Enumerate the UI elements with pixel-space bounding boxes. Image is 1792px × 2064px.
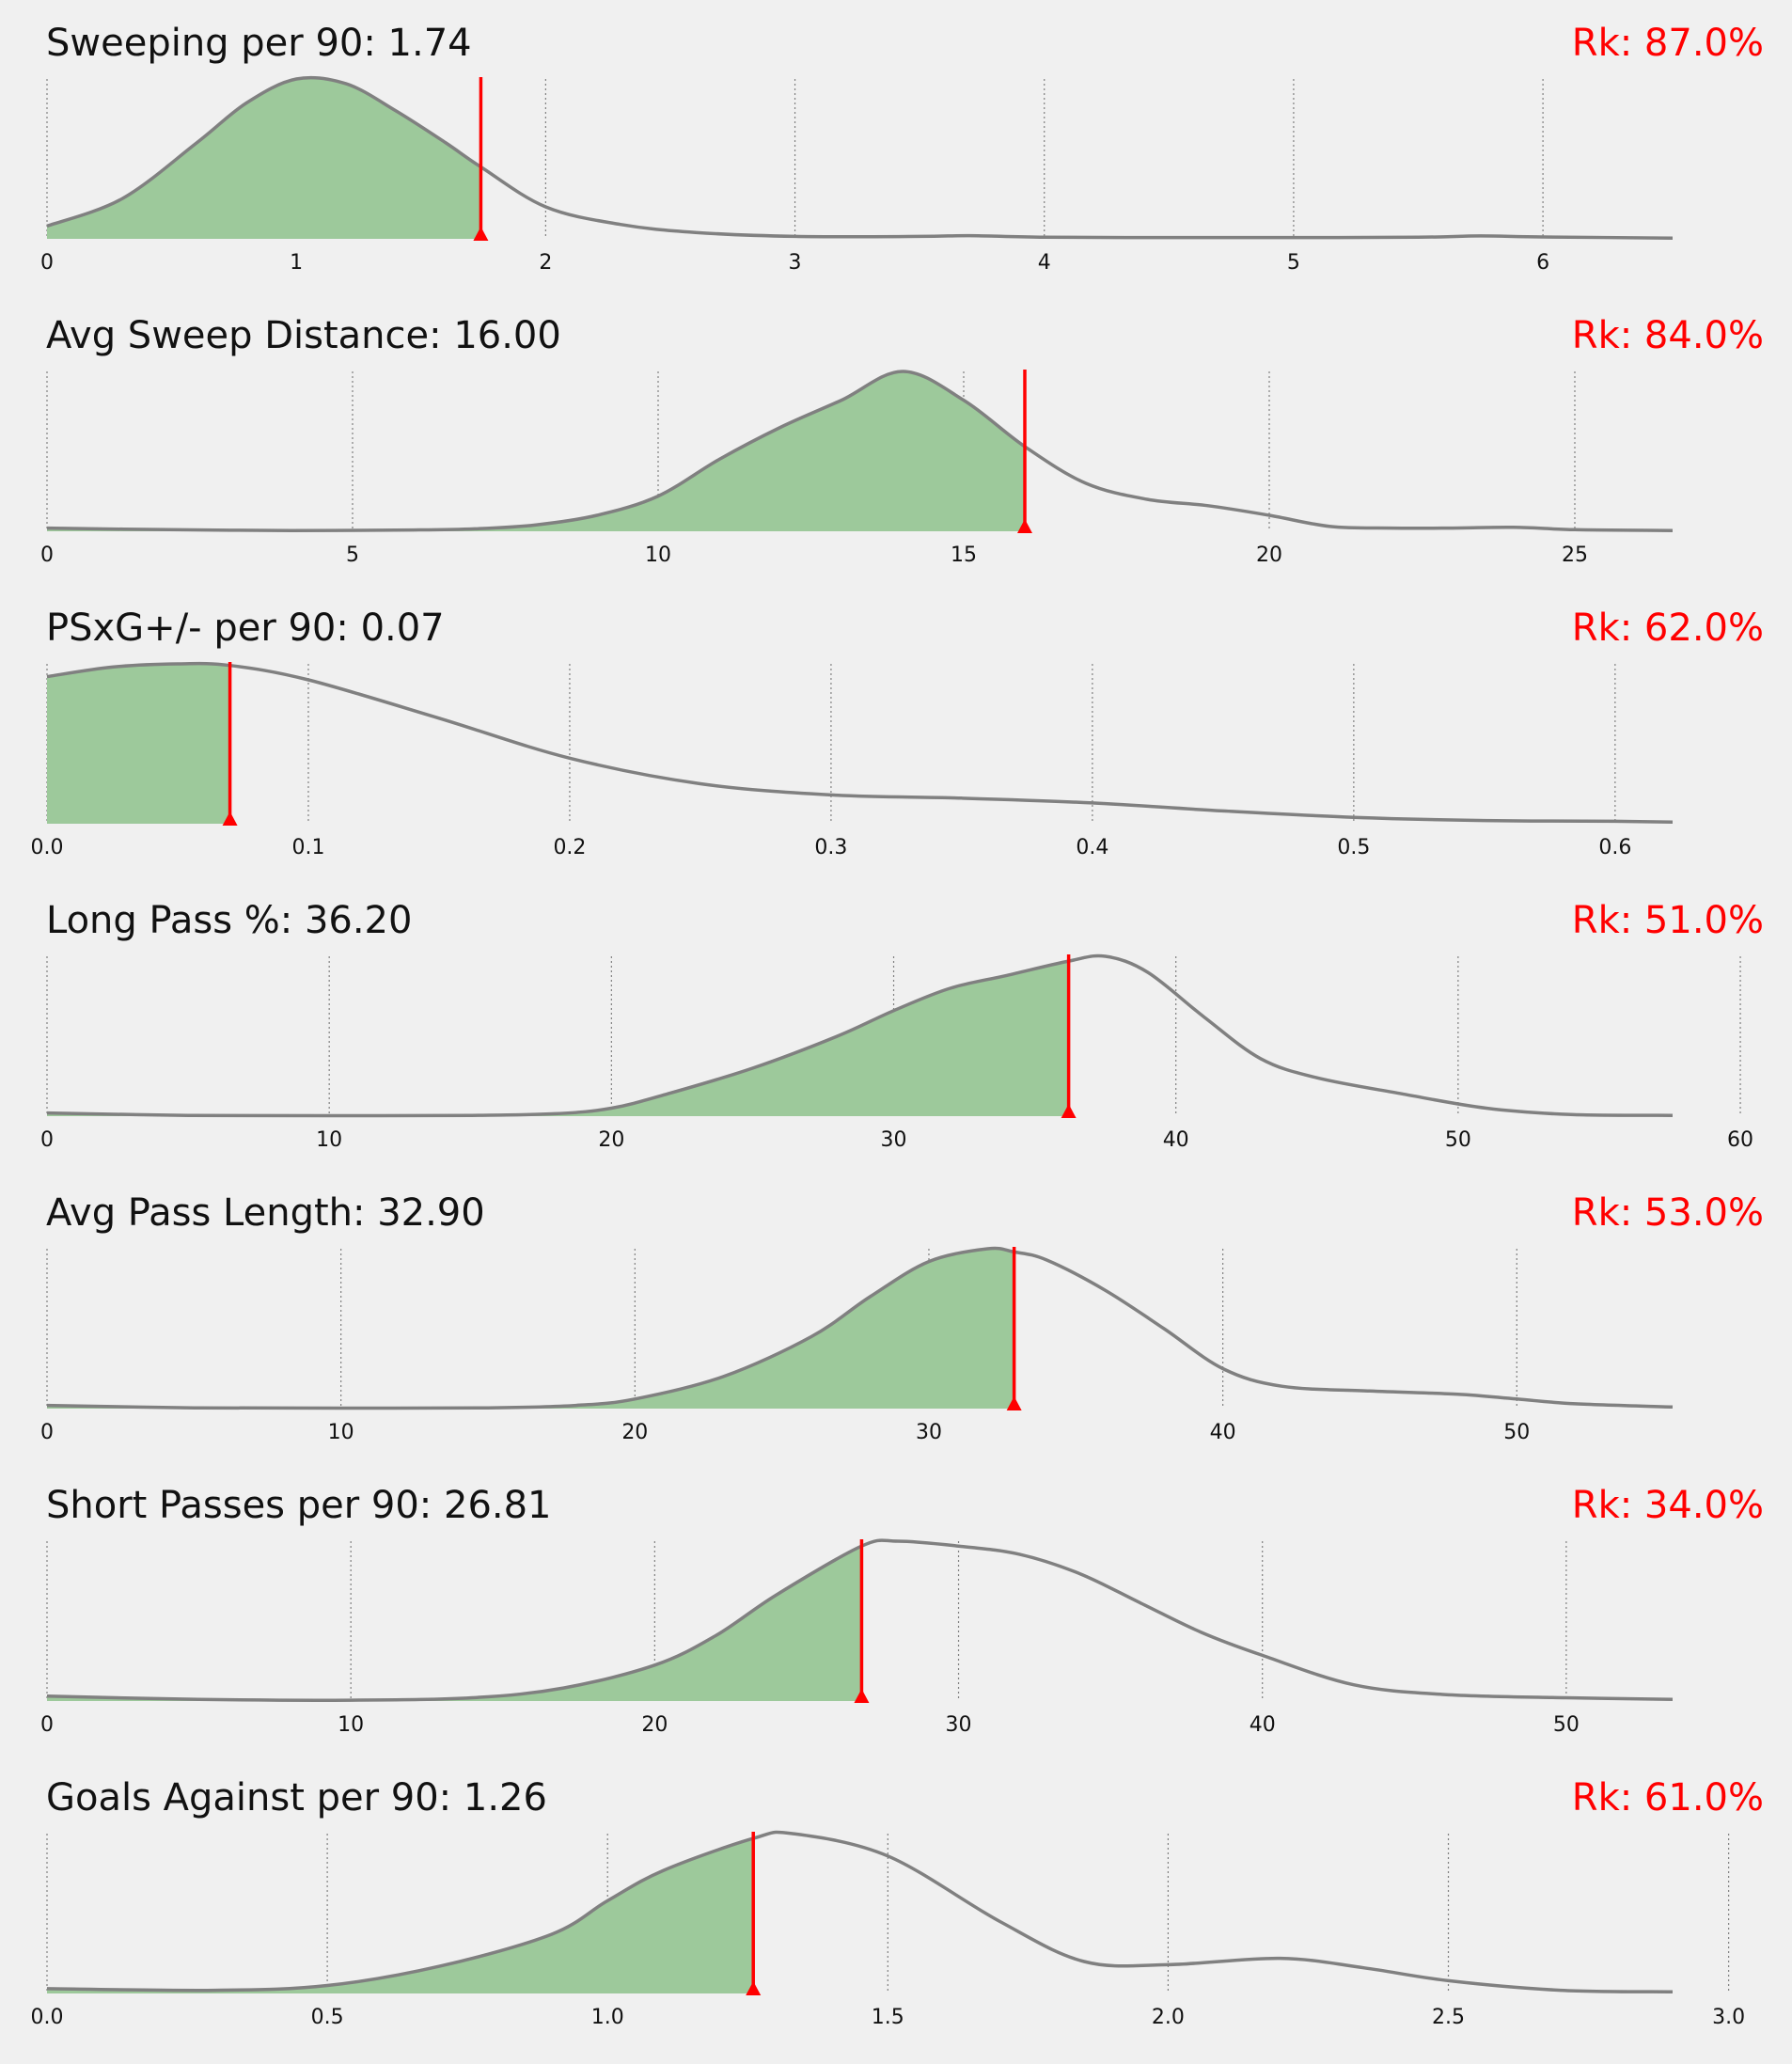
chart-title: Avg Pass Length: 32.90 <box>46 1191 485 1235</box>
x-tick-label: 30 <box>916 1421 942 1444</box>
x-tick-label: 0.4 <box>1076 836 1108 859</box>
density-line <box>46 953 1674 1118</box>
x-tick-label: 20 <box>621 1421 648 1444</box>
density-line <box>46 1830 1674 1994</box>
x-tick-label: 2.0 <box>1152 2006 1185 2029</box>
percentile-area <box>47 1838 754 1993</box>
density-plot: 0 10 20 30 40 50 60 <box>40 953 1753 1152</box>
x-tick-label: 1.0 <box>591 2006 624 2029</box>
x-tick-label: 40 <box>1163 1128 1189 1152</box>
x-tick-label: 30 <box>946 1713 972 1737</box>
chart-title: PSxG+/- per 90: 0.07 <box>46 607 445 650</box>
rank-label: Rk: 34.0% <box>1571 1484 1764 1527</box>
x-tick-label: 5 <box>1287 251 1300 275</box>
x-tick-label: 2.5 <box>1432 2006 1465 2029</box>
density-plot: 0 10 20 30 40 50 <box>40 1246 1674 1444</box>
player-value-marker <box>1006 1396 1022 1410</box>
x-tick-label: 4 <box>1038 251 1051 275</box>
chart-panel: Avg Pass Length: 32.90 Rk: 53.0% 0 10 20 30 40… <box>0 1194 1792 1446</box>
player-value-marker <box>1017 519 1032 533</box>
x-tick-label: 20 <box>598 1128 624 1152</box>
chart-panel: Long Pass %: 36.20 Rk: 51.0% 0 10 20 30 40 50 60 <box>0 902 1792 1154</box>
x-tick-label: 10 <box>328 1421 354 1444</box>
x-tick-label: 0.0 <box>31 836 64 859</box>
x-tick-label: 0.1 <box>291 836 324 859</box>
player-value-marker <box>1061 1104 1077 1118</box>
x-tick-label: 10 <box>338 1713 364 1737</box>
percentile-area <box>47 371 1025 531</box>
x-tick-label: 6 <box>1536 251 1549 275</box>
x-tick-label: 3.0 <box>1712 2006 1745 2029</box>
x-tick-label: 0.6 <box>1598 836 1631 859</box>
player-value-marker <box>746 1981 762 1995</box>
x-tick-label: 0.5 <box>1337 836 1370 859</box>
chart-panel: Short Passes per 90: 26.81 Rk: 34.0% 0 10 20… <box>0 1487 1792 1739</box>
density-plot: 0 5 10 15 20 25 <box>40 370 1674 567</box>
x-tick-label: 0 <box>40 1128 54 1152</box>
x-tick-label: 15 <box>951 544 977 567</box>
density-plot: 0 10 20 30 40 50 <box>40 1538 1674 1737</box>
rank-label: Rk: 84.0% <box>1571 314 1764 357</box>
x-tick-label: 60 <box>1727 1128 1753 1152</box>
percentile-area <box>47 77 481 239</box>
density-plot: 0 1 2 3 4 5 6 <box>40 75 1674 275</box>
x-tick-label: 30 <box>881 1128 907 1152</box>
x-tick-label: 0.2 <box>553 836 586 859</box>
percentile-area <box>47 961 1069 1116</box>
player-value-marker <box>222 811 238 826</box>
density-plot: 0.0 0.1 0.2 0.3 0.4 0.5 0.6 <box>31 661 1674 859</box>
rank-label: Rk: 87.0% <box>1571 22 1764 65</box>
percentile-area <box>47 1546 862 1701</box>
rank-label: Rk: 51.0% <box>1571 899 1764 942</box>
x-tick-label: 0.0 <box>31 2006 64 2029</box>
chart-title: Long Pass %: 36.20 <box>46 899 413 942</box>
percentile-area <box>47 1248 1014 1409</box>
chart-title: Sweeping per 90: 1.74 <box>46 22 472 65</box>
player-value-marker <box>473 227 489 241</box>
percentile-area <box>47 663 230 824</box>
x-tick-label: 0 <box>40 544 54 567</box>
chart-title: Goals Against per 90: 1.26 <box>46 1776 547 1820</box>
chart-title: Avg Sweep Distance: 16.00 <box>46 314 561 357</box>
x-tick-label: 50 <box>1503 1421 1530 1444</box>
x-tick-label: 25 <box>1562 544 1588 567</box>
x-tick-label: 50 <box>1553 1713 1580 1737</box>
chart-panel: Avg Sweep Distance: 16.00 Rk: 84.0% 0 5 10 15… <box>0 317 1792 569</box>
x-tick-label: 20 <box>641 1713 668 1737</box>
x-tick-label: 1 <box>290 251 303 275</box>
x-tick-label: 5 <box>346 544 359 567</box>
density-line <box>46 370 1674 532</box>
density-line <box>46 1246 1674 1410</box>
x-tick-label: 0.3 <box>814 836 847 859</box>
chart-title: Short Passes per 90: 26.81 <box>46 1484 552 1527</box>
x-tick-label: 40 <box>1210 1421 1236 1444</box>
density-line <box>46 1538 1674 1702</box>
chart-panel: Sweeping per 90: 1.74 Rk: 87.0% 0 1 2 3 4 5 6 <box>0 24 1792 276</box>
x-tick-label: 20 <box>1256 544 1282 567</box>
x-tick-label: 1.5 <box>872 2006 904 2029</box>
x-tick-label: 2 <box>539 251 552 275</box>
x-tick-label: 3 <box>789 251 802 275</box>
rank-label: Rk: 53.0% <box>1571 1191 1764 1235</box>
x-tick-label: 10 <box>645 544 671 567</box>
chart-panel: Goals Against per 90: 1.26 Rk: 61.0% 0.0 0.… <box>0 1779 1792 2031</box>
x-tick-label: 0 <box>40 1421 54 1444</box>
x-tick-label: 0.5 <box>311 2006 344 2029</box>
player-value-marker <box>854 1689 870 1703</box>
rank-label: Rk: 61.0% <box>1571 1776 1764 1820</box>
chart-panel: PSxG+/- per 90: 0.07 Rk: 62.0% 0.0 0.1 0.2 0.… <box>0 609 1792 861</box>
x-tick-label: 0 <box>40 251 54 275</box>
density-line <box>46 75 1674 240</box>
x-tick-label: 40 <box>1250 1713 1276 1737</box>
rank-label: Rk: 62.0% <box>1571 607 1764 650</box>
density-plot: 0.0 0.5 1.0 1.5 2.0 2.5 3.0 <box>31 1830 1745 2029</box>
x-tick-label: 0 <box>40 1713 54 1737</box>
density-line <box>46 661 1674 825</box>
x-tick-label: 10 <box>316 1128 342 1152</box>
x-tick-label: 50 <box>1445 1128 1471 1152</box>
